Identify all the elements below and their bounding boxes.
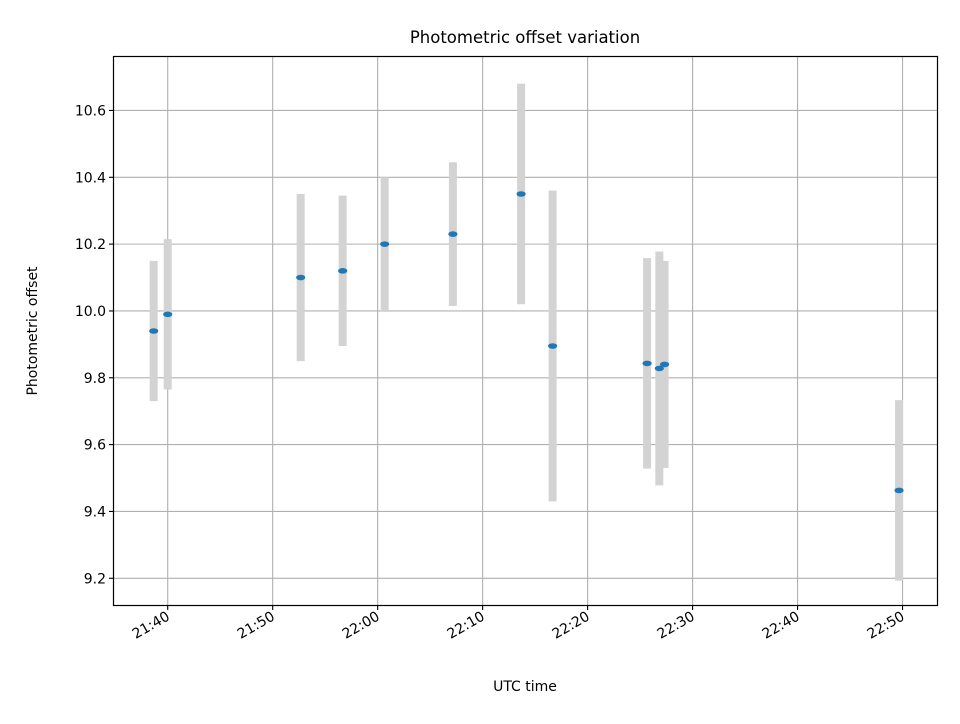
y-tick-label: 10.2 (75, 237, 106, 253)
x-axis-label: UTC time (493, 679, 557, 695)
data-point (548, 343, 558, 349)
data-point (516, 191, 526, 197)
plot-area (114, 57, 937, 605)
data-point (149, 328, 159, 334)
data-point (338, 268, 348, 274)
data-point (659, 361, 670, 368)
y-tick-label: 10.0 (75, 304, 106, 320)
chart-title: Photometric offset variation (410, 28, 640, 47)
axes-frame (112, 55, 939, 607)
data-point (296, 274, 306, 281)
y-tick-label: 9.4 (84, 504, 106, 520)
data-point (163, 311, 173, 318)
y-tick-label: 9.6 (84, 438, 106, 454)
data-point (448, 231, 458, 237)
y-axis-label: Photometric offset (25, 266, 41, 396)
data-point (654, 365, 664, 372)
y-tick-label: 9.2 (84, 571, 106, 587)
data-point (642, 360, 652, 367)
data-point (894, 487, 904, 494)
data-point (380, 241, 390, 247)
y-tick-label: 10.6 (75, 103, 106, 119)
y-tick-label: 10.4 (75, 170, 106, 186)
y-tick-label: 9.8 (84, 371, 106, 387)
